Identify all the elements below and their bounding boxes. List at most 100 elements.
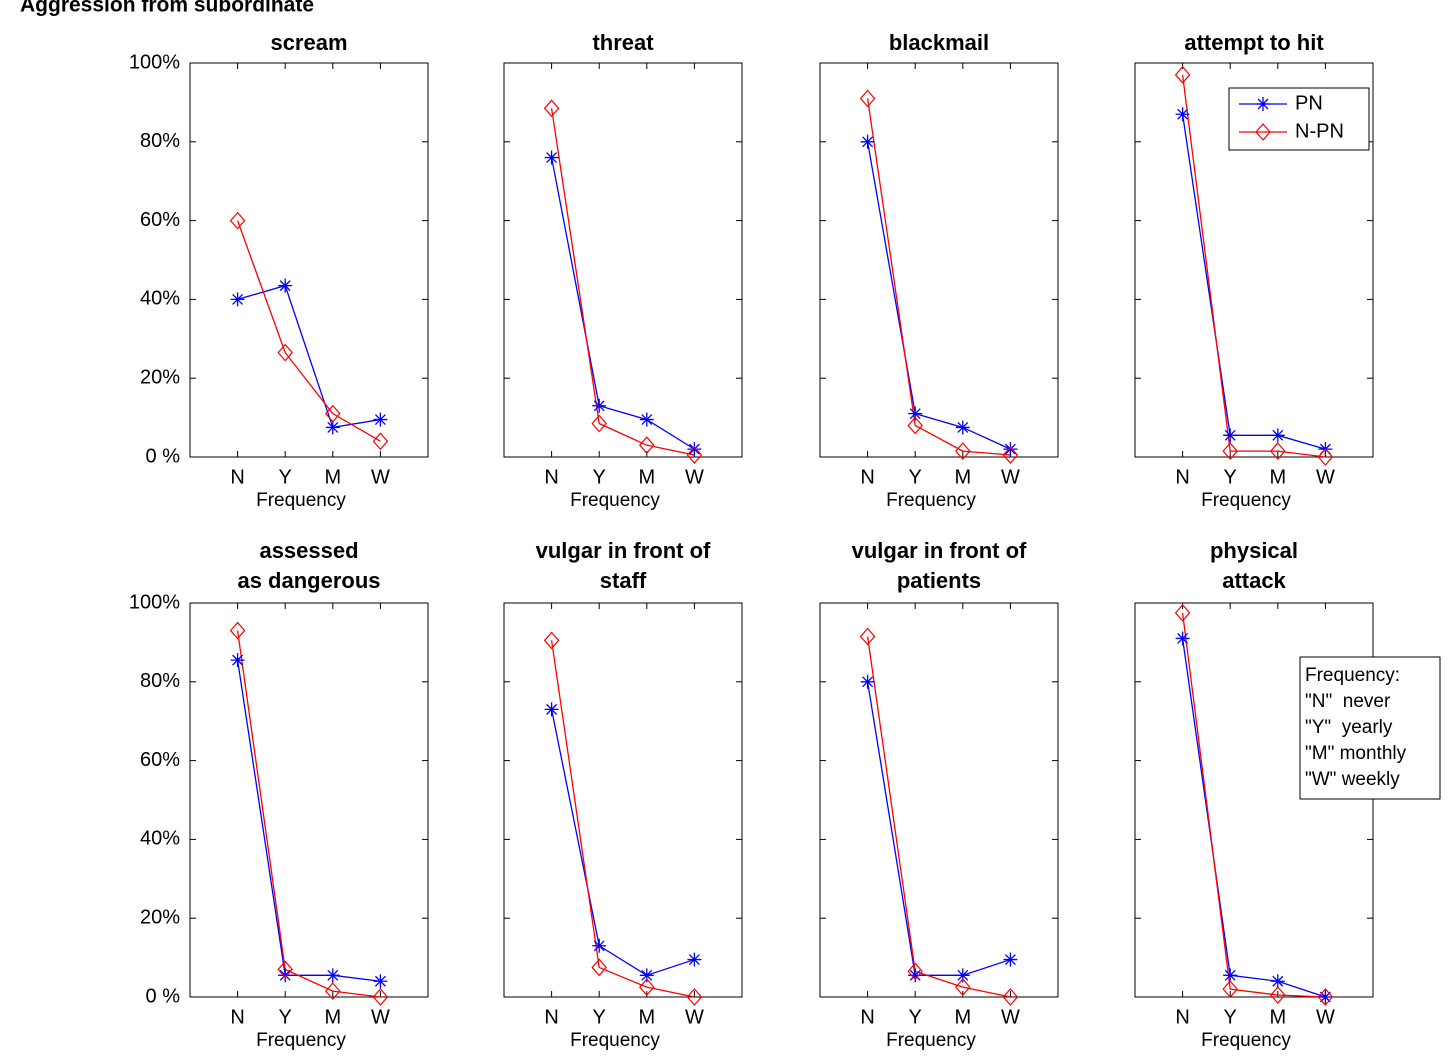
note-title: Frequency: [1305,665,1400,686]
diamond-marker [325,982,341,1001]
subplot-title: assessed [259,538,358,563]
x-tick-label: W [1316,1006,1335,1028]
plot-area [503,62,743,458]
asterisk-marker [639,412,654,427]
x-tick-label: Y [1224,1006,1237,1028]
x-tick-label: N [860,466,874,488]
diamond-marker [955,442,971,461]
y-tick-label: 100% [129,591,180,613]
subplot-title: staff [600,568,647,593]
series-line [550,108,695,456]
x-tick-label: M [638,1006,655,1028]
series-line [1181,612,1326,998]
subplot-title: physical [1210,538,1298,563]
diamond-marker [907,416,923,435]
x-tick-label: W [685,466,704,488]
y-tick-label: 100% [129,51,180,73]
diamond-marker [1174,65,1191,84]
diamond-marker [591,414,607,433]
asterisk-marker [230,292,245,307]
diamond-marker [686,446,703,464]
x-tick-label: N [1175,466,1189,488]
diamond-marker [859,89,876,108]
asterisk-marker [544,150,559,165]
x-tick-label: M [954,466,971,488]
series-line [1181,638,1326,998]
diamond-marker [543,631,560,650]
series-line [236,660,381,982]
subplot: scream 0 % 20% 40% 60% 80% 100% N Y M W Frequency [129,30,429,511]
asterisk-marker [1223,968,1238,983]
subplot-title: attempt to hit [1184,30,1324,55]
diamond-marker [907,962,923,981]
note-line: "Y" yearly [1305,717,1393,738]
subplot-title: vulgar in front of [852,538,1027,563]
asterisk-marker [325,968,340,983]
note-line: "W" weekly [1305,769,1400,790]
asterisk-marker [592,398,607,413]
series-line [866,98,1011,456]
x-tick-label: Y [279,1006,292,1028]
subplot-title: blackmail [889,30,989,55]
diamond-marker [686,988,703,1006]
diamond-marker [325,404,341,423]
asterisk-marker [687,952,702,967]
diamond-marker [639,436,655,455]
subplot-title: vulgar in front of [536,538,711,563]
note-line: "N" never [1305,691,1391,712]
diamond-marker [1002,446,1019,464]
asterisk-marker [1318,990,1333,1004]
y-tick-label: 0 % [146,445,181,467]
asterisk-marker [1003,952,1018,967]
y-tick-label: 80% [140,130,180,152]
diamond-marker [372,432,389,451]
note-box [1299,656,1441,800]
diamond-marker [1317,448,1334,466]
asterisk-marker [592,938,607,953]
diamond-marker [1222,442,1238,461]
y-tick-label: 40% [140,288,180,310]
subplot-title: patients [897,568,981,593]
series-line [1181,74,1326,458]
asterisk-marker [1175,631,1190,646]
asterisk-marker [639,968,654,983]
series-line [550,709,695,977]
diamond-marker [229,211,246,230]
series-line [1181,114,1326,450]
x-axis-label: Frequency [1201,1030,1291,1051]
asterisk-marker [908,406,923,421]
diamond-marker [277,343,293,362]
x-tick-label: N [1175,1006,1189,1028]
legend-label: N-PN [1295,120,1344,142]
subplot-title: threat [592,30,654,55]
legend-marker [1255,123,1271,141]
x-tick-label: Y [593,1006,606,1028]
x-tick-label: W [1001,466,1020,488]
x-tick-label: Y [909,1006,922,1028]
x-axis-label: Frequency [256,490,346,511]
legend-marker [1256,97,1270,111]
x-tick-label: M [324,466,341,488]
legend: PN N-PN [1228,87,1370,151]
x-axis-label: Frequency [570,490,660,511]
x-tick-label: W [1001,1006,1020,1028]
series-line [237,284,381,429]
series-line [550,157,695,450]
subplot-title: scream [270,30,347,55]
x-tick-label: M [1269,466,1286,488]
asterisk-marker [860,674,875,689]
asterisk-marker [544,702,559,717]
x-tick-label: M [324,1006,341,1028]
asterisk-marker [860,134,875,149]
asterisk-marker [955,420,970,435]
asterisk-marker [373,412,388,427]
diamond-marker [1174,603,1191,622]
x-axis-label: Frequency [1201,490,1291,511]
subplot: attempt to hit N Y M W Frequency PN N-PN [1134,30,1374,511]
legend-label: PN [1295,92,1323,114]
diamond-marker [1317,988,1334,1006]
asterisk-marker [1270,428,1285,443]
y-tick-label: 20% [140,906,180,928]
series-line [866,141,1011,450]
